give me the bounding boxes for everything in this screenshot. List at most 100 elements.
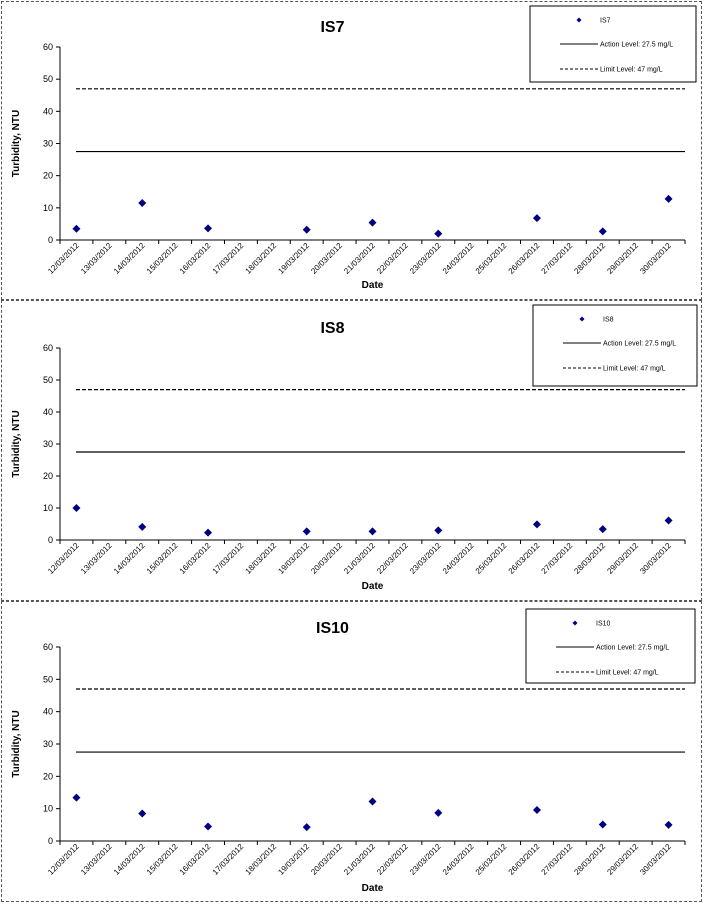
legend-label-action: Action Level: 27.5 mg/L <box>600 42 673 49</box>
data-point <box>368 527 377 536</box>
x-tick-label: 20/03/2012 <box>309 842 344 877</box>
data-point <box>72 504 81 512</box>
chart-is10: IS10 0 10 20 30 40 50 60 12/03/201213/03/201214/… <box>11 608 696 894</box>
x-tick-label: 15/03/2012 <box>145 842 180 877</box>
data-point <box>72 793 81 802</box>
data-point <box>532 520 541 529</box>
data-point <box>368 218 377 227</box>
y-tick-label: 60 <box>43 42 53 52</box>
x-tick-label: 12/03/2012 <box>46 241 81 276</box>
x-tick-label: 20/03/2012 <box>309 541 344 576</box>
x-tick-label: 29/03/2012 <box>605 241 640 276</box>
x-tick-label: 18/03/2012 <box>244 842 279 877</box>
chart-panel-is8: IS8 0 10 20 30 40 50 60 12/03/2012 13/03/2012 14/0… <box>1 300 702 601</box>
x-tick-label: 28/03/2012 <box>572 842 607 877</box>
x-tick-label: 23/03/2012 <box>408 541 443 576</box>
data-point <box>204 528 213 537</box>
data-point <box>138 522 147 531</box>
legend-label-series: IS10 <box>596 621 611 628</box>
legend-box <box>525 608 696 684</box>
data-point <box>598 227 607 236</box>
y-axis-title: Turbidity, NTU <box>11 410 22 477</box>
chart-is7: IS7 0 10 20 30 40 50 60 12/03/201213/03/201214/0… <box>11 5 697 291</box>
y-tick-label: 30 <box>43 739 53 749</box>
data-point <box>434 808 443 817</box>
x-tick-label: 19/03/2012 <box>276 541 311 576</box>
legend-marker <box>579 316 585 322</box>
y-tick-label: 20 <box>43 171 53 181</box>
y-tick-label: 40 <box>43 707 53 717</box>
legend-label-limit: Limit Level: 47 mg/L <box>600 67 663 74</box>
data-point <box>434 229 443 238</box>
x-tick-label: 29/03/2012 <box>605 541 640 576</box>
x-tick-label: 16/03/2012 <box>178 842 213 877</box>
x-tick-label: 16/03/2012 <box>178 241 213 276</box>
data-point <box>598 525 607 534</box>
x-tick-label: 30/03/2012 <box>638 241 673 276</box>
legend-box <box>532 304 698 387</box>
x-axis-title: Date <box>362 280 384 291</box>
y-tick-label: 30 <box>43 139 53 149</box>
x-tick-label: 12/03/2012 <box>46 541 81 576</box>
y-tick-label: 40 <box>43 407 53 417</box>
legend-marker <box>572 620 578 626</box>
data-point <box>664 516 673 525</box>
data-point <box>664 194 673 203</box>
x-tick-label: 12/03/2012 <box>46 842 81 877</box>
data-point <box>368 797 377 806</box>
x-tick-label: 18/03/2012 <box>244 241 279 276</box>
legend-label-limit: Limit Level: 47 mg/L <box>603 366 666 373</box>
x-tick-label: 24/03/2012 <box>441 241 476 276</box>
x-tick-label: 16/03/2012 <box>178 541 213 576</box>
data-point <box>138 809 147 818</box>
x-tick-label: 21/03/2012 <box>342 241 377 276</box>
x-tick-label: 14/03/2012 <box>112 541 147 576</box>
x-tick-label: 26/03/2012 <box>507 842 542 877</box>
y-tick-label: 10 <box>43 503 53 513</box>
x-tick-label: 28/03/2012 <box>572 541 607 576</box>
x-tick-label: 23/03/2012 <box>408 842 443 877</box>
y-tick-label: 20 <box>43 771 53 781</box>
y-tick-label: 50 <box>43 375 53 385</box>
legend-label-action: Action Level: 27.5 mg/L <box>596 645 669 652</box>
legend-label-limit: Limit Level: 47 mg/L <box>596 670 659 677</box>
x-tick-label: 24/03/2012 <box>441 842 476 877</box>
legend-box <box>529 5 697 83</box>
x-tick-label: 19/03/2012 <box>276 241 311 276</box>
data-point <box>598 820 607 829</box>
x-tick-label: 22/03/2012 <box>375 241 410 276</box>
y-tick-label: 10 <box>43 203 53 213</box>
x-tick-label: 21/03/2012 <box>342 541 377 576</box>
data-point <box>532 214 541 223</box>
x-axis-title: Date <box>362 581 384 592</box>
data-point <box>204 224 213 233</box>
x-tick-label: 28/03/2012 <box>572 241 607 276</box>
x-tick-label: 22/03/2012 <box>375 842 410 877</box>
x-tick-label: 26/03/2012 <box>507 541 542 576</box>
x-tick-label: 14/03/2012 <box>112 842 147 877</box>
x-tick-label: 30/03/2012 <box>638 842 673 877</box>
x-tick-label: 17/03/2012 <box>211 541 246 576</box>
y-tick-label: 40 <box>43 106 53 116</box>
x-tick-label: 13/03/2012 <box>79 541 114 576</box>
x-tick-label: 21/03/2012 <box>342 842 377 877</box>
x-tick-label: 17/03/2012 <box>211 842 246 877</box>
x-tick-label: 15/03/2012 <box>145 541 180 576</box>
x-tick-label: 19/03/2012 <box>276 842 311 877</box>
data-point <box>302 527 311 536</box>
x-tick-label: 17/03/2012 <box>211 241 246 276</box>
data-point <box>302 823 311 832</box>
y-tick-label: 0 <box>48 535 53 545</box>
chart-panel-is10: IS10 0 10 20 30 40 50 60 12/03/2012 13/03/2012 14/… <box>1 601 702 902</box>
x-tick-label: 25/03/2012 <box>474 842 509 877</box>
x-tick-label: 23/03/2012 <box>408 241 443 276</box>
chart-panel-is7: IS7 0 10 20 30 40 50 60 12/03/2012 13/03/2012 14/0… <box>1 1 702 300</box>
chart-is8: IS8 0 10 20 30 40 50 60 12/03/201213/03/201214/0… <box>11 304 698 592</box>
chart-title: IS10 <box>316 620 349 637</box>
x-tick-label: 13/03/2012 <box>79 842 114 877</box>
x-tick-label: 20/03/2012 <box>309 241 344 276</box>
x-tick-label: 26/03/2012 <box>507 241 542 276</box>
data-point <box>532 805 541 814</box>
y-tick-label: 0 <box>48 235 53 245</box>
y-axis-title: Turbidity, NTU <box>11 110 22 177</box>
